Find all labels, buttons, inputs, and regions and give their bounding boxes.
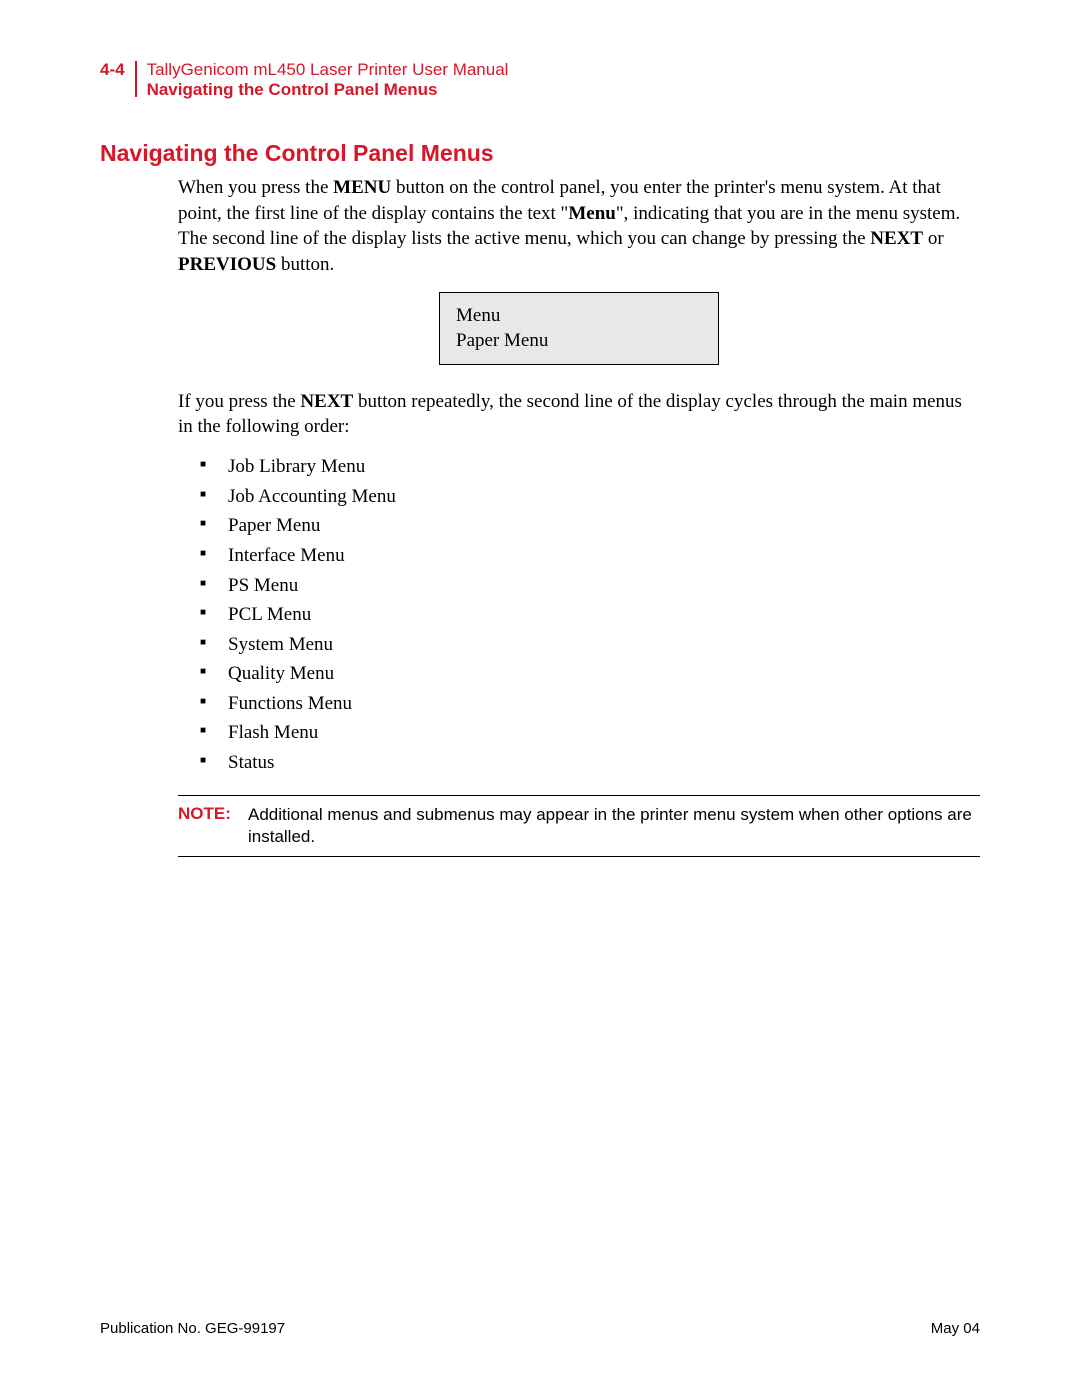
section-heading: Navigating the Control Panel Menus xyxy=(100,140,980,167)
page-footer: Publication No. GEG-99197 May 04 xyxy=(100,1320,980,1337)
display-line-2: Paper Menu xyxy=(456,328,702,354)
list-item: Flash Menu xyxy=(200,720,980,747)
display-box-container: Menu Paper Menu xyxy=(178,292,980,365)
bold-menu: MENU xyxy=(333,177,391,198)
list-item: Job Library Menu xyxy=(200,454,980,481)
header-divider xyxy=(135,61,137,97)
bold-next-2: NEXT xyxy=(300,391,353,412)
cycle-paragraph: If you press the NEXT button repeatedly,… xyxy=(178,389,980,440)
header-title-line2: Navigating the Control Panel Menus xyxy=(147,80,509,100)
list-item: System Menu xyxy=(200,632,980,659)
display-line-1: Menu xyxy=(456,303,702,329)
list-item: Quality Menu xyxy=(200,661,980,688)
intro-paragraph: When you press the MENU button on the co… xyxy=(178,175,980,278)
text-fragment: When you press the xyxy=(178,177,333,198)
text-fragment: If you press the xyxy=(178,391,300,412)
page-number: 4-4 xyxy=(100,60,135,80)
page-header: 4-4 TallyGenicom mL450 Laser Printer Use… xyxy=(100,60,980,100)
bold-next: NEXT xyxy=(870,228,923,249)
page: 4-4 TallyGenicom mL450 Laser Printer Use… xyxy=(0,0,1080,1397)
list-item: Paper Menu xyxy=(200,513,980,540)
header-title-line1: TallyGenicom mL450 Laser Printer User Ma… xyxy=(147,60,509,80)
text-fragment: button. xyxy=(276,254,334,275)
note-block: NOTE: Additional menus and submenus may … xyxy=(178,795,980,857)
text-fragment: or xyxy=(923,228,944,249)
footer-date: May 04 xyxy=(931,1320,980,1337)
footer-publication: Publication No. GEG-99197 xyxy=(100,1320,285,1337)
list-item: Interface Menu xyxy=(200,543,980,570)
menu-list: Job Library Menu Job Accounting Menu Pap… xyxy=(200,454,980,777)
list-item: Status xyxy=(200,750,980,777)
bold-previous: PREVIOUS xyxy=(178,254,276,275)
content-body: When you press the MENU button on the co… xyxy=(178,175,980,857)
header-title-block: TallyGenicom mL450 Laser Printer User Ma… xyxy=(147,60,509,100)
note-label: NOTE: xyxy=(178,804,248,848)
bold-menu-text: Menu xyxy=(568,203,616,224)
list-item: PS Menu xyxy=(200,573,980,600)
list-item: PCL Menu xyxy=(200,602,980,629)
printer-display-box: Menu Paper Menu xyxy=(439,292,719,365)
list-item: Functions Menu xyxy=(200,691,980,718)
note-text: Additional menus and submenus may appear… xyxy=(248,804,980,848)
list-item: Job Accounting Menu xyxy=(200,484,980,511)
